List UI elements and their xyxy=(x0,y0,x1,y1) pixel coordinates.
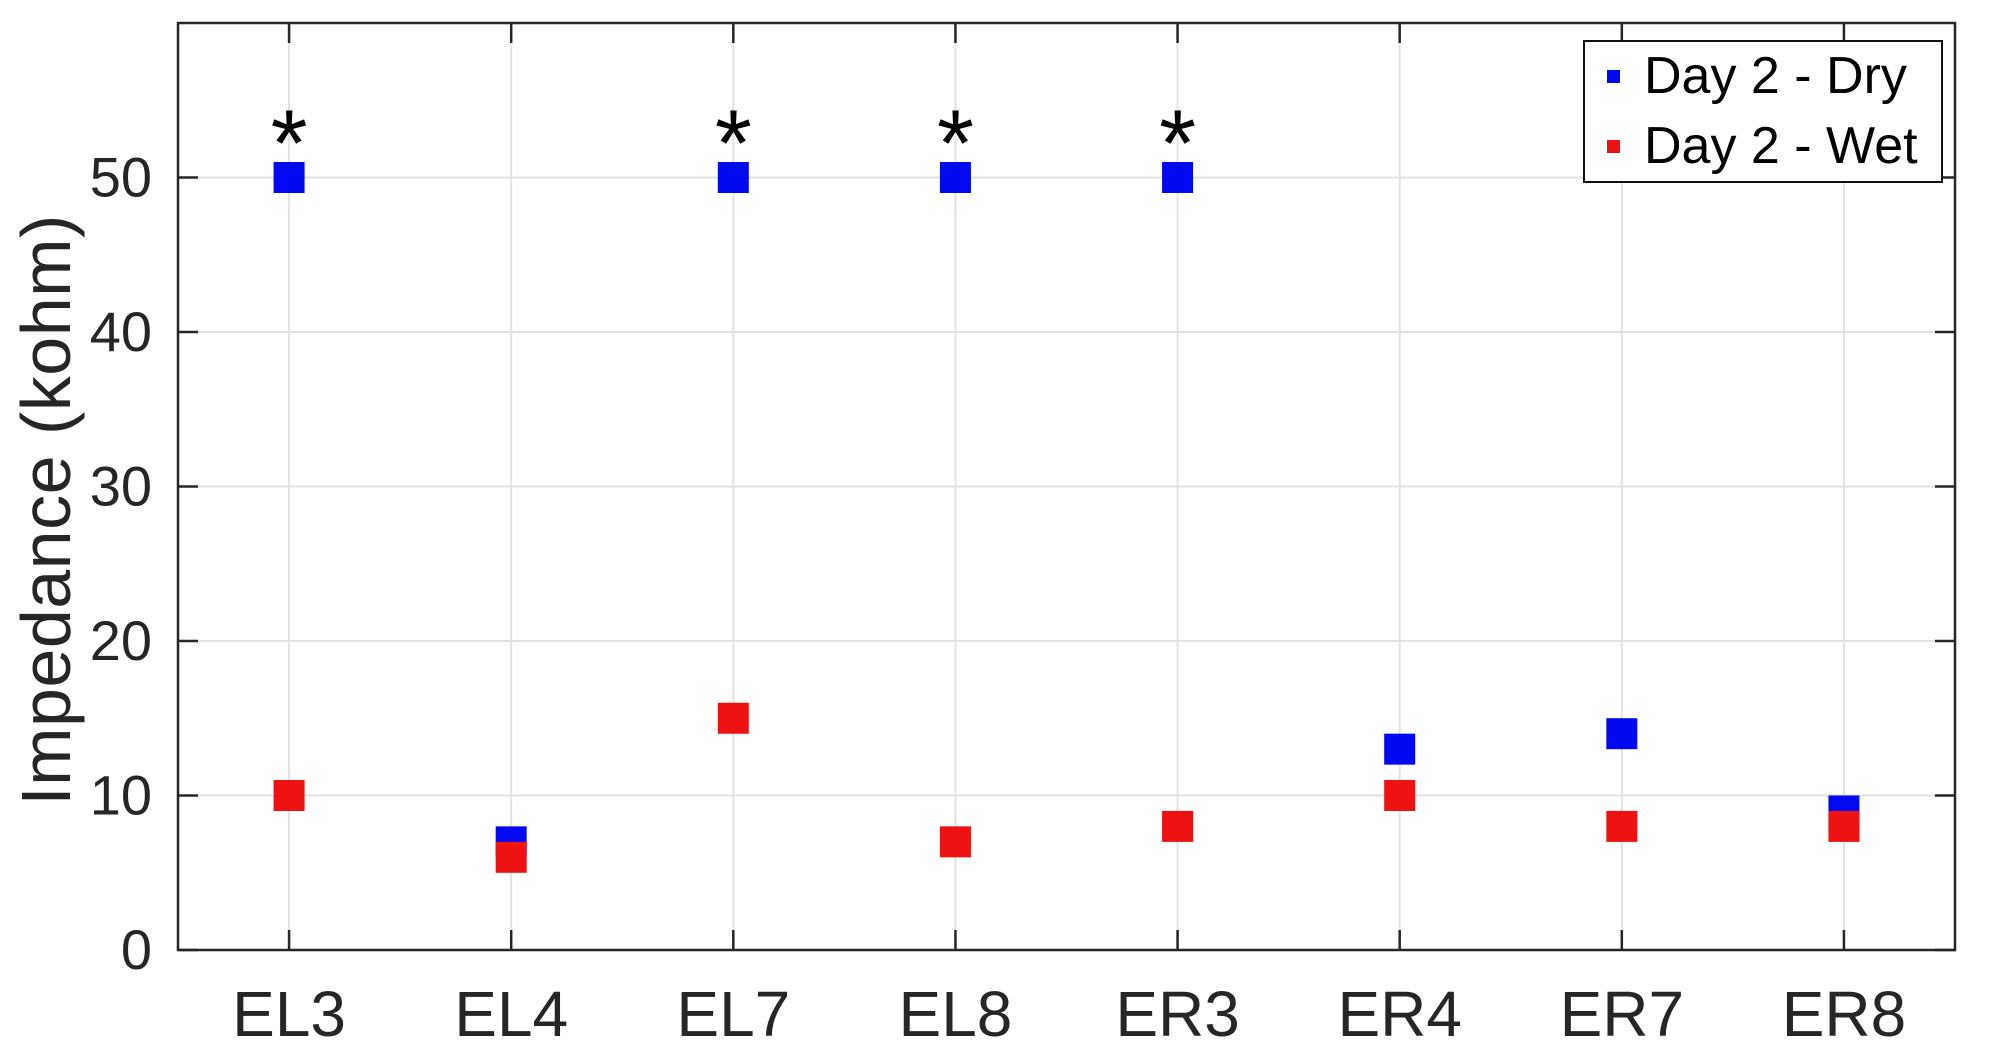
y-axis-label: Impedance (kohm) xyxy=(7,214,85,806)
marker-wet-ER4 xyxy=(1384,780,1416,811)
marker-wet-ER3 xyxy=(1162,810,1194,842)
marker-wet-EL3 xyxy=(273,780,305,811)
legend-marker-wet-icon xyxy=(1607,139,1620,153)
x-tick-label-EL4: EL4 xyxy=(454,978,568,1050)
y-tick-label-0: 0 xyxy=(121,918,152,981)
x-tick-label-ER4: ER4 xyxy=(1337,978,1462,1050)
legend: Day 2 - Dry Day 2 - Wet xyxy=(1583,40,1943,183)
legend-item-dry: Day 2 - Dry xyxy=(1607,48,1941,105)
marker-wet-EL8 xyxy=(939,826,971,858)
legend-label-dry: Day 2 - Dry xyxy=(1644,47,1907,106)
plot-border xyxy=(176,21,1957,952)
y-tick-label-20: 20 xyxy=(90,609,152,672)
marker-wet-ER7 xyxy=(1606,810,1638,842)
legend-marker-dry-icon xyxy=(1607,70,1620,84)
significance-asterisk-EL8: * xyxy=(937,90,974,196)
y-tick-label-30: 30 xyxy=(90,455,152,518)
x-tick-label-ER7: ER7 xyxy=(1560,978,1685,1050)
marker-dry-EL3 xyxy=(273,162,305,193)
significance-asterisk-ER3: * xyxy=(1159,90,1196,196)
x-tick-label-ER3: ER3 xyxy=(1115,978,1240,1050)
y-tick-label-40: 40 xyxy=(90,300,152,363)
y-tick-label-50: 50 xyxy=(90,146,152,209)
marker-dry-ER7 xyxy=(1606,718,1638,750)
legend-label-wet: Day 2 - Wet xyxy=(1644,116,1918,175)
x-tick-label-ER8: ER8 xyxy=(1782,978,1907,1050)
y-tick-label-10: 10 xyxy=(90,764,152,827)
marker-dry-ER4 xyxy=(1384,733,1416,765)
x-tick-label-EL7: EL7 xyxy=(676,978,790,1050)
marker-wet-EL7 xyxy=(717,702,749,734)
marker-wet-EL4 xyxy=(495,841,527,873)
significance-asterisk-EL3: * xyxy=(271,90,308,196)
significance-asterisk-EL7: * xyxy=(715,90,752,196)
legend-item-wet: Day 2 - Wet xyxy=(1607,116,1941,175)
x-tick-label-EL3: EL3 xyxy=(232,978,346,1050)
x-tick-label-EL8: EL8 xyxy=(899,978,1013,1050)
marker-wet-ER8 xyxy=(1828,810,1860,842)
marker-dry-EL7 xyxy=(717,162,749,193)
marker-dry-ER3 xyxy=(1162,162,1194,193)
marker-dry-EL8 xyxy=(939,162,971,193)
